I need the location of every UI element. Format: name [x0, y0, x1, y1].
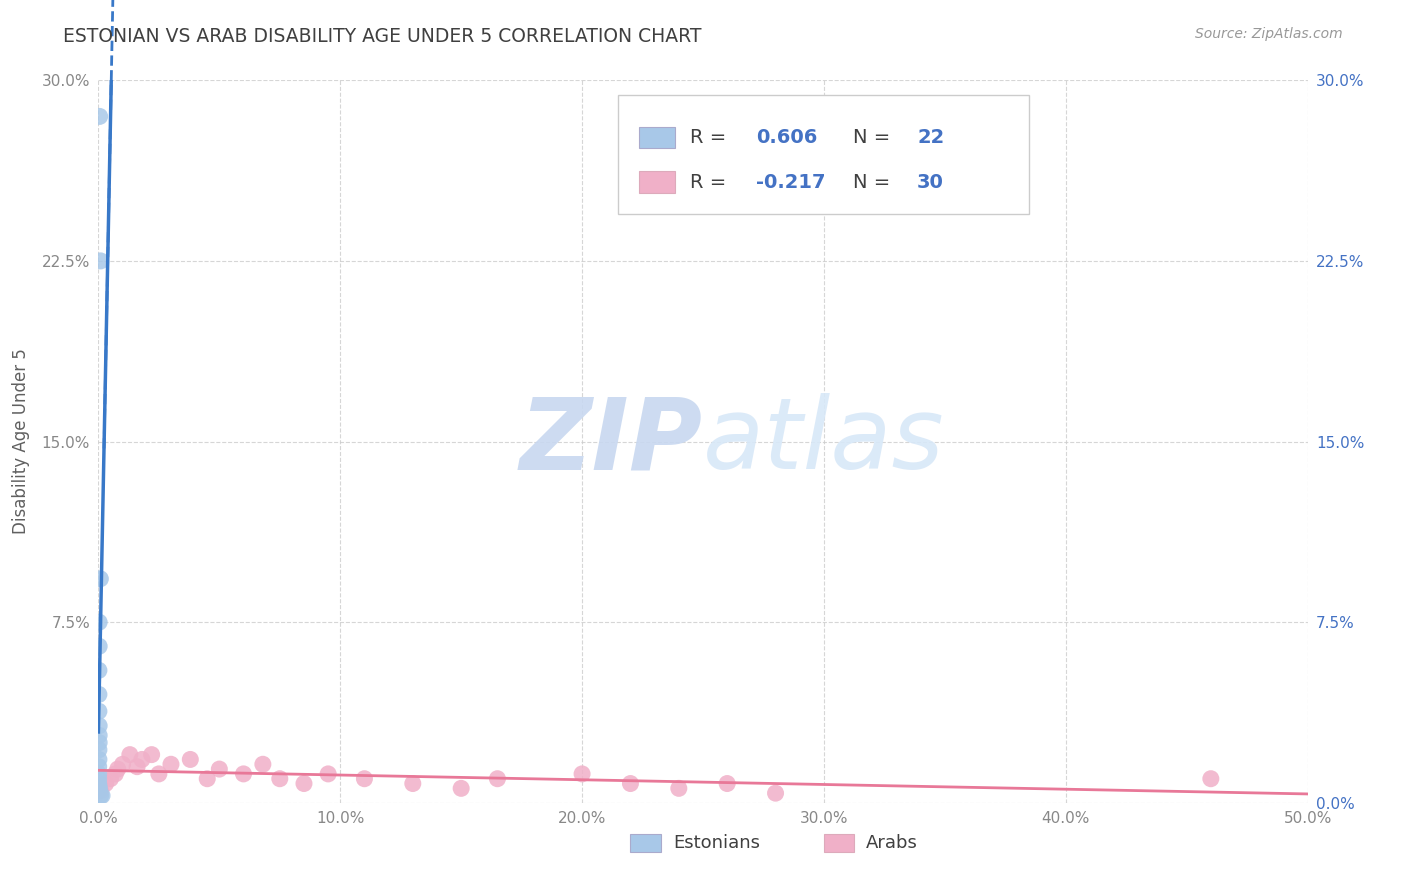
Point — [195, 772, 218, 786]
Point — [127, 760, 149, 774]
Point — [90, 253, 112, 268]
Text: 30: 30 — [917, 173, 943, 192]
Point — [89, 639, 111, 653]
Point — [111, 757, 134, 772]
Point — [87, 664, 110, 678]
Point — [252, 757, 274, 772]
Point — [87, 687, 110, 701]
Text: R =: R = — [690, 173, 733, 192]
Point — [89, 784, 111, 798]
Point — [89, 781, 111, 796]
Text: ESTONIAN VS ARAB DISABILITY AGE UNDER 5 CORRELATION CHART: ESTONIAN VS ARAB DISABILITY AGE UNDER 5 … — [63, 27, 702, 45]
Point — [89, 735, 111, 749]
Text: N =: N = — [853, 128, 897, 147]
Point — [292, 776, 315, 790]
Point — [619, 776, 641, 790]
Text: 22: 22 — [917, 128, 945, 147]
Point — [104, 767, 127, 781]
Text: 0.606: 0.606 — [756, 128, 817, 147]
Point — [765, 786, 787, 800]
Bar — [824, 833, 855, 852]
Point — [269, 772, 291, 786]
Point — [89, 572, 111, 586]
Point — [486, 772, 509, 786]
Point — [87, 704, 110, 718]
Point — [87, 776, 110, 790]
FancyBboxPatch shape — [619, 95, 1029, 214]
Point — [232, 767, 254, 781]
Point — [89, 615, 111, 630]
Point — [89, 719, 111, 733]
Text: N =: N = — [853, 173, 897, 192]
Point — [316, 767, 339, 781]
Point — [668, 781, 690, 796]
Point — [90, 784, 112, 798]
Point — [402, 776, 425, 790]
Point — [131, 752, 153, 766]
Text: R =: R = — [690, 128, 733, 147]
Text: -0.217: -0.217 — [756, 173, 825, 192]
Point — [87, 772, 110, 786]
Text: Arabs: Arabs — [866, 833, 918, 852]
Point — [89, 109, 111, 123]
Point — [87, 779, 110, 793]
Text: atlas: atlas — [703, 393, 945, 490]
Point — [90, 789, 112, 803]
Point — [107, 762, 129, 776]
Point — [94, 776, 117, 790]
Bar — [638, 127, 675, 148]
Point — [87, 752, 110, 766]
Point — [87, 743, 110, 757]
Point — [141, 747, 163, 762]
Point — [571, 767, 593, 781]
Point — [160, 757, 183, 772]
Point — [87, 767, 110, 781]
Bar — [638, 171, 675, 194]
Text: Source: ZipAtlas.com: Source: ZipAtlas.com — [1195, 27, 1343, 41]
Point — [148, 767, 170, 781]
Point — [100, 772, 122, 786]
Text: ZIP: ZIP — [520, 393, 703, 490]
Point — [716, 776, 738, 790]
Point — [179, 752, 201, 766]
Text: Estonians: Estonians — [673, 833, 759, 852]
Point — [1199, 772, 1222, 786]
Point — [91, 789, 114, 803]
Bar — [630, 833, 661, 852]
Y-axis label: Disability Age Under 5: Disability Age Under 5 — [13, 349, 31, 534]
Point — [118, 747, 141, 762]
Point — [87, 760, 110, 774]
Point — [89, 728, 111, 742]
Point — [208, 762, 231, 776]
Point — [353, 772, 375, 786]
Point — [450, 781, 472, 796]
